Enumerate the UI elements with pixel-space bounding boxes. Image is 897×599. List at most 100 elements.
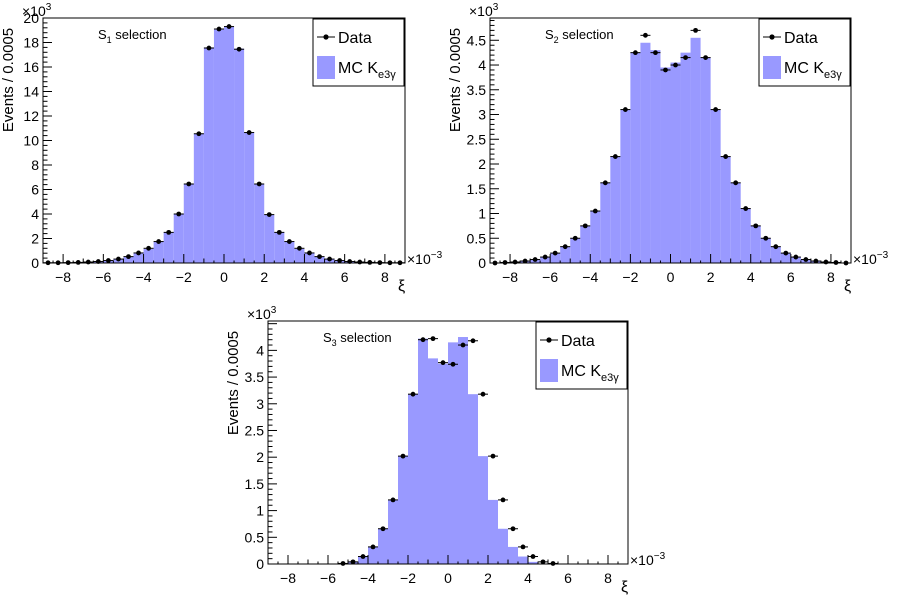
x-tick-label: 0 bbox=[220, 269, 228, 285]
y-axis-label: Events / 0.0005 bbox=[0, 28, 17, 132]
legend-mc-swatch bbox=[317, 56, 335, 79]
data-point bbox=[75, 259, 81, 265]
mc-bar bbox=[234, 48, 245, 263]
data-point bbox=[540, 559, 546, 565]
x-tick-label: −2 bbox=[622, 269, 638, 285]
x-tick-label: 2 bbox=[484, 570, 492, 586]
y-tick-label: 4 bbox=[256, 342, 264, 358]
data-point bbox=[500, 497, 506, 503]
data-point bbox=[673, 62, 678, 68]
selection-annotation: S1 selection bbox=[98, 27, 167, 45]
data-point bbox=[390, 497, 396, 503]
y-tick-label: 8 bbox=[31, 157, 39, 173]
data-point bbox=[643, 32, 648, 38]
data-point bbox=[317, 254, 322, 260]
y-tick-label: 0.5 bbox=[467, 230, 487, 246]
data-point bbox=[276, 229, 282, 235]
data-point bbox=[156, 239, 162, 244]
y-tick-label: 1 bbox=[478, 206, 486, 222]
mc-bar bbox=[590, 210, 601, 263]
data-point bbox=[430, 336, 436, 342]
data-point bbox=[340, 561, 346, 566]
selection-annotation: S2 selection bbox=[545, 27, 614, 45]
data-point bbox=[743, 206, 749, 211]
mc-bar bbox=[244, 132, 255, 263]
y-axis-label: Events / 0.0005 bbox=[447, 28, 464, 132]
mc-bar bbox=[700, 57, 711, 263]
data-point bbox=[713, 107, 719, 112]
mc-bar bbox=[550, 253, 561, 263]
selection-annotation: S3 selection bbox=[323, 330, 392, 348]
data-point bbox=[733, 180, 739, 186]
data-point bbox=[357, 259, 363, 265]
data-point bbox=[236, 46, 242, 52]
mc-bar bbox=[780, 253, 791, 263]
mc-bar bbox=[123, 256, 134, 263]
legend-data-marker bbox=[546, 337, 552, 343]
x-tick-label: 8 bbox=[827, 269, 835, 285]
y-tick-label: 3 bbox=[256, 396, 264, 412]
data-point bbox=[297, 245, 302, 251]
legend-mc-swatch bbox=[540, 359, 558, 382]
x-tick-label: −6 bbox=[95, 269, 111, 285]
data-point bbox=[622, 107, 628, 112]
data-point bbox=[246, 130, 252, 135]
mc-bar bbox=[183, 183, 194, 263]
x-tick-label: −8 bbox=[502, 269, 518, 285]
data-point bbox=[612, 154, 618, 159]
mc-bar bbox=[458, 337, 468, 564]
x-axis-label: ξ bbox=[844, 278, 851, 295]
mc-bar bbox=[540, 257, 551, 263]
y-tick-label: 12 bbox=[23, 108, 39, 124]
data-point bbox=[307, 250, 312, 256]
mc-bar bbox=[284, 241, 295, 263]
x-tick-label: −6 bbox=[542, 269, 558, 285]
y-tick-label: 4 bbox=[478, 57, 486, 73]
mc-bar bbox=[640, 42, 651, 264]
selection-annotation-rest: selection bbox=[337, 330, 392, 345]
x-tick-label: 6 bbox=[341, 269, 349, 285]
x-tick-label: −2 bbox=[400, 570, 416, 586]
y-tick-label: 4 bbox=[31, 206, 39, 222]
data-point bbox=[216, 26, 222, 32]
data-point bbox=[176, 211, 182, 217]
mc-bar bbox=[620, 109, 631, 263]
legend-mc-sub: e3γ bbox=[824, 69, 842, 81]
x-tick-label: −4 bbox=[136, 269, 152, 285]
mc-bar bbox=[580, 225, 591, 263]
mc-bar bbox=[488, 499, 498, 564]
selection-annotation-rest: selection bbox=[112, 27, 167, 42]
data-point bbox=[136, 250, 141, 256]
mc-bar bbox=[670, 62, 681, 263]
x-axis-label: ξ bbox=[621, 579, 628, 596]
data-point bbox=[522, 258, 528, 264]
data-point bbox=[582, 223, 588, 229]
y-tick-label: 0 bbox=[478, 255, 486, 271]
data-point bbox=[256, 181, 262, 187]
data-point bbox=[753, 223, 759, 229]
x-tick-label: 0 bbox=[444, 570, 452, 586]
data-point bbox=[166, 229, 172, 235]
mc-bar bbox=[438, 363, 448, 564]
data-point bbox=[460, 342, 466, 348]
data-point bbox=[703, 55, 708, 60]
selection-annotation-sub: 1 bbox=[107, 35, 112, 45]
mc-bar bbox=[448, 342, 458, 564]
data-point bbox=[480, 391, 486, 397]
x-exponent-label: ×10−3 bbox=[630, 551, 666, 568]
mc-bar bbox=[560, 246, 571, 263]
data-point bbox=[367, 259, 373, 265]
data-point bbox=[823, 259, 829, 265]
data-point bbox=[653, 50, 658, 56]
data-point bbox=[783, 250, 789, 256]
x-tick-label: 4 bbox=[301, 269, 309, 285]
data-point bbox=[552, 250, 558, 256]
legend-data-marker bbox=[769, 34, 775, 40]
y-tick-label: 1.5 bbox=[245, 476, 265, 492]
y-tick-label: 4.5 bbox=[467, 32, 487, 48]
mc-bar bbox=[163, 232, 174, 263]
data-point bbox=[286, 239, 292, 244]
mc-bar bbox=[368, 546, 378, 564]
